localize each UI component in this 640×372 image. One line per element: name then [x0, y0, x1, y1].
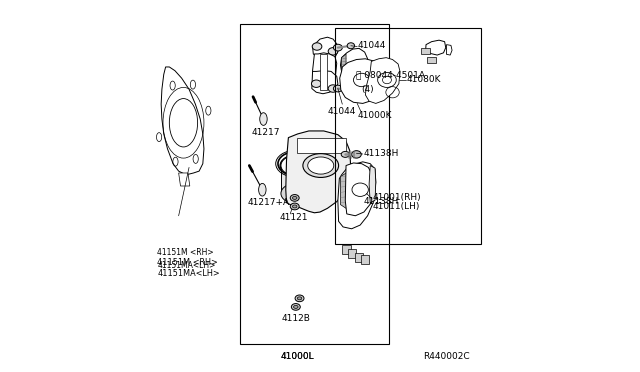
Polygon shape: [281, 166, 310, 193]
Polygon shape: [421, 48, 431, 54]
Ellipse shape: [259, 183, 266, 196]
Polygon shape: [312, 71, 338, 94]
Polygon shape: [340, 48, 367, 78]
Ellipse shape: [292, 205, 297, 208]
Text: 41151MA<LH>: 41151MA<LH>: [157, 262, 216, 270]
Polygon shape: [342, 245, 351, 254]
Ellipse shape: [295, 295, 304, 302]
Polygon shape: [286, 131, 351, 213]
Ellipse shape: [292, 196, 297, 199]
Ellipse shape: [352, 183, 369, 196]
Ellipse shape: [298, 297, 302, 300]
Ellipse shape: [294, 305, 298, 308]
Ellipse shape: [260, 113, 267, 125]
Text: R440002C: R440002C: [423, 352, 470, 361]
Ellipse shape: [341, 151, 349, 157]
Ellipse shape: [340, 195, 349, 201]
Polygon shape: [161, 67, 204, 175]
Ellipse shape: [303, 154, 339, 177]
Ellipse shape: [340, 203, 349, 210]
Ellipse shape: [328, 85, 338, 92]
Ellipse shape: [342, 205, 346, 208]
Polygon shape: [312, 53, 337, 91]
Ellipse shape: [351, 151, 362, 158]
Ellipse shape: [333, 85, 342, 92]
Ellipse shape: [281, 183, 310, 203]
Polygon shape: [312, 37, 338, 60]
Polygon shape: [361, 255, 369, 264]
Polygon shape: [320, 54, 328, 90]
Polygon shape: [348, 249, 356, 258]
Text: (4): (4): [361, 85, 374, 94]
Polygon shape: [427, 57, 436, 63]
Ellipse shape: [341, 200, 349, 206]
Text: 41151MA<LH>: 41151MA<LH>: [157, 269, 220, 278]
Polygon shape: [297, 138, 346, 153]
Ellipse shape: [351, 199, 362, 206]
Text: 41000K: 41000K: [357, 111, 392, 120]
Ellipse shape: [353, 73, 370, 87]
Text: 41044: 41044: [357, 41, 385, 50]
Ellipse shape: [342, 196, 346, 199]
Text: 41080K: 41080K: [406, 76, 441, 84]
Polygon shape: [369, 166, 376, 203]
Bar: [335, 28, 481, 244]
Text: 41217: 41217: [252, 128, 280, 137]
Polygon shape: [365, 58, 400, 103]
Text: 41011(LH): 41011(LH): [373, 202, 420, 211]
Text: 41138H: 41138H: [363, 197, 399, 206]
Polygon shape: [426, 40, 445, 55]
Text: 41044: 41044: [328, 107, 356, 116]
Bar: [240, 24, 389, 344]
Text: Ⓑ 08044-4501A: Ⓑ 08044-4501A: [356, 70, 425, 79]
Polygon shape: [346, 163, 373, 216]
Ellipse shape: [280, 155, 312, 176]
Ellipse shape: [290, 203, 299, 210]
Polygon shape: [338, 162, 376, 229]
Text: 41151M <RH>: 41151M <RH>: [157, 248, 214, 257]
Text: 41001(RH): 41001(RH): [373, 193, 422, 202]
Polygon shape: [340, 173, 349, 208]
Polygon shape: [340, 59, 384, 103]
Ellipse shape: [347, 43, 355, 49]
Polygon shape: [342, 54, 346, 71]
Text: 41121: 41121: [280, 213, 308, 222]
Ellipse shape: [312, 80, 321, 87]
Text: 41000L: 41000L: [281, 352, 314, 361]
Polygon shape: [179, 173, 190, 186]
Ellipse shape: [347, 87, 355, 93]
Text: 4112B: 4112B: [282, 314, 310, 323]
Polygon shape: [447, 45, 452, 55]
Ellipse shape: [291, 304, 300, 310]
Text: 41217+A: 41217+A: [248, 198, 289, 207]
Ellipse shape: [284, 158, 308, 173]
Ellipse shape: [308, 157, 334, 174]
Ellipse shape: [281, 155, 310, 176]
Polygon shape: [355, 253, 363, 262]
Ellipse shape: [328, 48, 338, 55]
Text: 41000L: 41000L: [281, 352, 314, 361]
Text: 41138H: 41138H: [363, 149, 399, 158]
Ellipse shape: [333, 44, 342, 51]
Text: 41151M <RH>: 41151M <RH>: [157, 258, 218, 267]
Ellipse shape: [290, 195, 299, 201]
Ellipse shape: [312, 43, 322, 50]
